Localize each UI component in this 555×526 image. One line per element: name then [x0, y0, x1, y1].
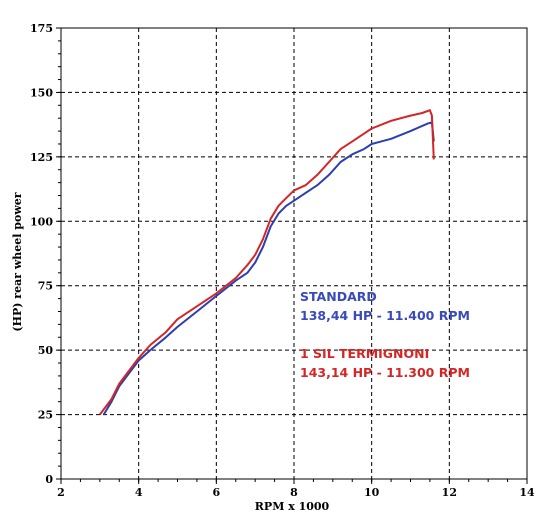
x-tick-label: 12	[442, 486, 457, 499]
y-tick-label: 150	[30, 86, 53, 99]
y-tick-label: 50	[38, 344, 54, 357]
y-tick-label: 0	[45, 473, 53, 486]
grid-layer	[61, 28, 527, 479]
y-tick-label: 125	[30, 151, 53, 164]
termignoni-legend-value: 143,14 HP - 11.300 RPM	[300, 365, 470, 380]
x-tick-label: 4	[135, 486, 143, 499]
y-tick-label: 100	[30, 215, 53, 228]
series-line-standard	[102, 121, 435, 416]
x-tick-label: 6	[213, 486, 221, 499]
standard-legend-name: STANDARD	[300, 289, 377, 304]
x-tick-label: 2	[57, 486, 65, 499]
tick-layer: 2 4 6 8 10 12 14 0 25 50 75 100 125 150 175	[30, 22, 535, 499]
termignoni-legend-name: 1 SIL TERMIGNONI	[300, 346, 429, 361]
y-tick-label: 75	[38, 280, 53, 293]
series-line-termignoni	[99, 109, 435, 416]
x-tick-label: 14	[519, 486, 535, 499]
series-layer	[99, 109, 435, 416]
x-axis-label: RPM x 1000	[255, 500, 330, 513]
y-tick-label: 175	[30, 22, 53, 35]
standard-legend-value: 138,44 HP - 11.400 RPM	[300, 308, 470, 323]
y-tick-label: 25	[38, 409, 53, 422]
x-tick-label: 10	[364, 486, 380, 499]
x-tick-label: 8	[290, 486, 298, 499]
y-axis-label: (HP) rear wheel power	[11, 192, 24, 331]
